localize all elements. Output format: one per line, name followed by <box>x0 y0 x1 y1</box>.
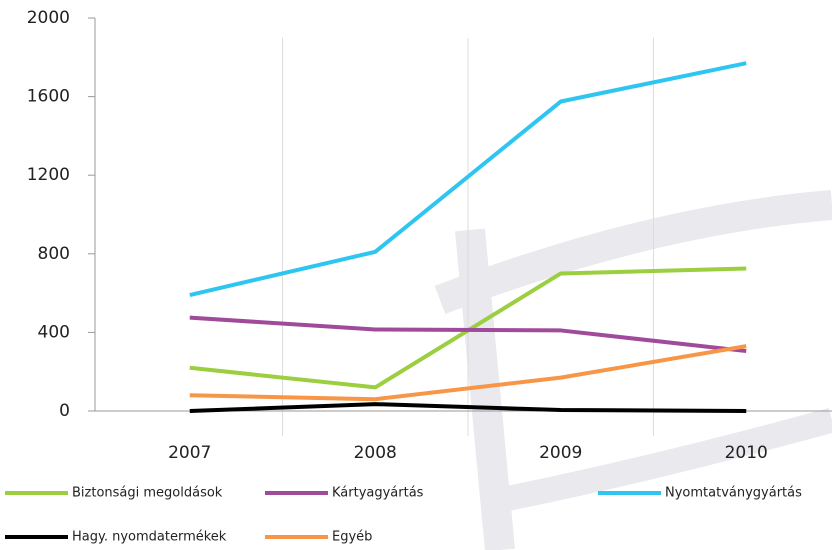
x-tick-label: 2007 <box>168 443 211 463</box>
watermark <box>434 190 832 550</box>
y-tick-label: 2000 <box>27 8 70 28</box>
legend-label: Biztonsági megoldások <box>72 486 223 501</box>
series-line <box>189 402 747 413</box>
x-tick-label: 2008 <box>354 443 397 463</box>
x-tick-label: 2010 <box>725 443 768 463</box>
y-tick-label: 0 <box>59 401 70 421</box>
series-line <box>189 344 747 402</box>
series-line <box>189 315 747 354</box>
series-line <box>189 61 747 298</box>
legend-label: Nyomtatványgyártás <box>665 486 802 501</box>
y-tick-label: 1600 <box>27 87 70 107</box>
x-tick-label: 2009 <box>539 443 582 463</box>
y-tick-label: 400 <box>38 322 70 342</box>
legend-label: Kártyagyártás <box>332 486 424 501</box>
y-tick-label: 1200 <box>27 165 70 185</box>
legend-label: Egyéb <box>332 530 372 545</box>
legend-label: Hagy. nyomdatermékek <box>72 530 227 545</box>
y-tick-label: 800 <box>38 244 70 264</box>
